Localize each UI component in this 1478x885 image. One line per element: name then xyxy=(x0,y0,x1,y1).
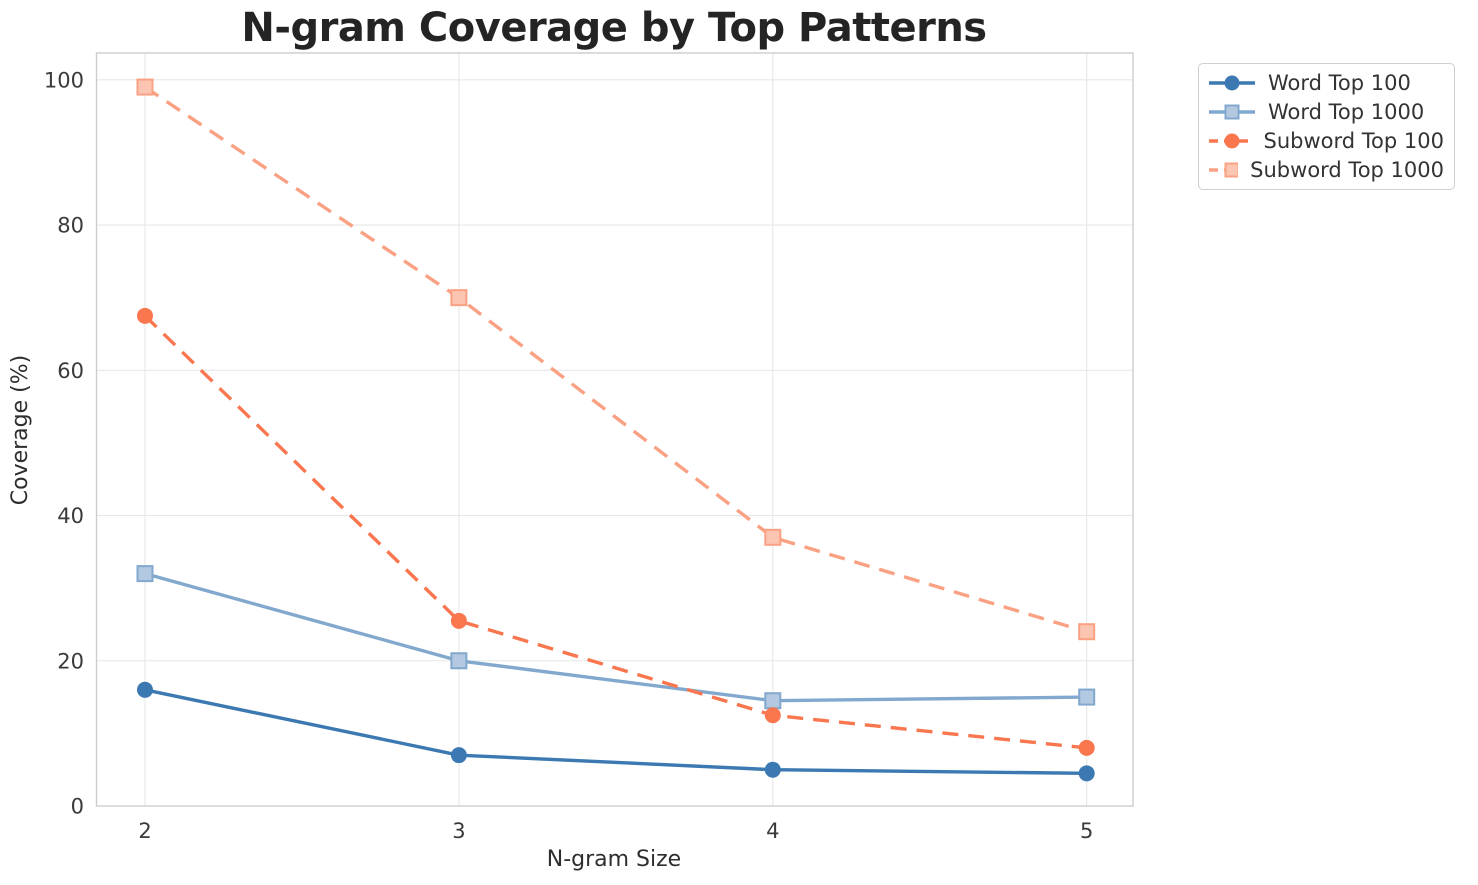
legend-label: Word Top 1000 xyxy=(1268,100,1425,124)
x-tick-label: 2 xyxy=(138,819,151,843)
legend-item-subword-top-1000: Subword Top 1000 xyxy=(1208,156,1444,185)
series-line xyxy=(144,688,1087,776)
legend-square-marker xyxy=(1224,162,1239,178)
legend-label: Word Top 100 xyxy=(1268,71,1411,95)
chart-title: N-gram Coverage by Top Patterns xyxy=(241,5,986,51)
x-axis-label: N-gram Size xyxy=(547,847,681,872)
data-point xyxy=(450,289,468,307)
y-tick-label: 60 xyxy=(57,359,84,383)
legend-marker-sample xyxy=(1209,104,1255,120)
legend-label: Subword Top 100 xyxy=(1263,129,1444,153)
series-subword-top-1000 xyxy=(136,78,1096,641)
legend-circle-marker xyxy=(1224,75,1240,91)
data-point xyxy=(137,307,153,324)
legend-item-word-top-100: Word Top 100 xyxy=(1208,69,1444,98)
y-axis-label: Coverage (%) xyxy=(8,355,33,505)
data-point xyxy=(764,761,781,778)
data-point xyxy=(136,565,154,583)
y-tick-label: 20 xyxy=(57,649,84,673)
y-tick-label: 100 xyxy=(44,68,84,92)
legend-marker-sample xyxy=(1209,133,1252,149)
plot-border xyxy=(95,52,1134,807)
data-point xyxy=(1078,688,1096,706)
series-word-top-100 xyxy=(137,681,1095,782)
data-point xyxy=(137,681,153,698)
data-point xyxy=(1078,765,1095,782)
legend-circle-marker xyxy=(1224,133,1240,149)
legend-square-marker xyxy=(1224,104,1240,120)
x-tick-label: 5 xyxy=(1080,819,1093,843)
data-point xyxy=(764,707,781,724)
data-point xyxy=(1078,623,1096,641)
data-point xyxy=(450,652,468,670)
x-tick-label: 4 xyxy=(766,819,779,843)
gridlines xyxy=(96,53,1133,807)
series-subword-top-100 xyxy=(137,307,1095,756)
y-tick-label: 0 xyxy=(71,795,84,819)
data-point xyxy=(450,612,467,629)
legend-marker-sample xyxy=(1209,162,1239,178)
legend: Word Top 100 Word Top 1000 Subword Top 100… xyxy=(1198,63,1455,190)
series-line xyxy=(144,85,1088,634)
data-point xyxy=(136,78,154,96)
series-line xyxy=(143,314,1087,750)
legend-item-word-top-1000: Word Top 1000 xyxy=(1208,98,1444,127)
legend-item-subword-top-100: Subword Top 100 xyxy=(1208,127,1444,156)
axis-tick-labels: 0 20 40 60 80 100 2 3 4 5 xyxy=(44,68,1093,843)
legend-label: Subword Top 1000 xyxy=(1250,158,1444,182)
y-tick-label: 40 xyxy=(57,504,84,528)
x-tick-label: 3 xyxy=(452,819,465,843)
data-point xyxy=(1078,739,1095,756)
y-tick-label: 80 xyxy=(57,214,84,238)
data-point xyxy=(764,528,782,546)
data-point xyxy=(450,747,467,764)
series-line xyxy=(144,571,1087,703)
legend-marker-sample xyxy=(1209,75,1255,91)
data-point xyxy=(764,692,782,710)
series-word-top-1000 xyxy=(136,565,1096,710)
data-series xyxy=(136,78,1096,782)
